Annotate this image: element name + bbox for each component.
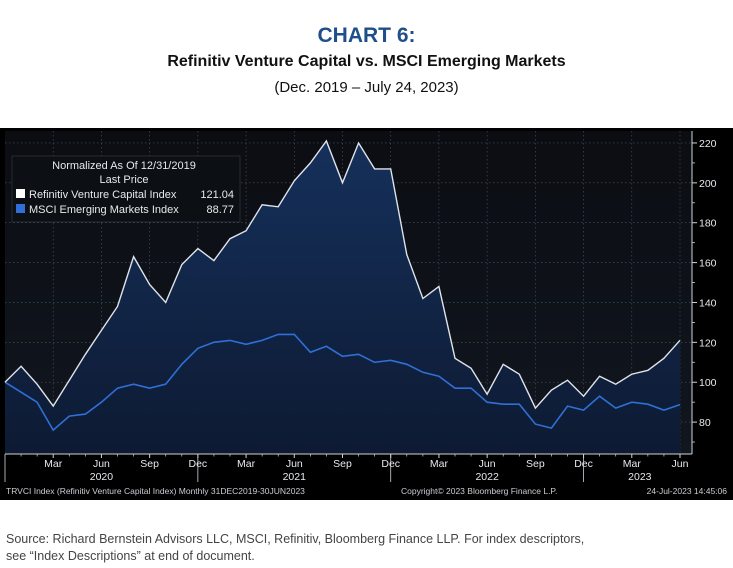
y-tick-label: 80	[699, 417, 711, 429]
y-tick-label: 220	[699, 138, 717, 150]
footer-center: Copyright© 2023 Bloomberg Finance L.P.	[401, 486, 557, 496]
x-tick-label: Jun	[672, 458, 689, 470]
y-tick-label: 180	[699, 218, 717, 230]
x-tick-label: Jun	[479, 458, 496, 470]
y-tick-label: 200	[699, 178, 717, 190]
x-year-label: 2022	[475, 471, 499, 483]
x-tick-label: Mar	[237, 458, 256, 470]
footer-left: TRVCI Index (Refinitiv Venture Capital I…	[6, 486, 305, 496]
legend-box	[11, 155, 241, 223]
legend-vc-name: Refinitiv Venture Capital Index	[29, 189, 177, 201]
x-tick-label: Mar	[44, 458, 63, 470]
x-axis-year-labels: 2020 2021 2022 2023	[4, 454, 652, 483]
chart-number: CHART 6:	[317, 24, 416, 47]
em-series-line	[4, 333, 681, 432]
x-year-label: 2020	[90, 471, 114, 483]
x-tick-label: Jun	[93, 458, 110, 470]
x-tick-label: Sep	[526, 458, 545, 470]
source-note: Source: Richard Bernstein Advisors LLC, …	[6, 532, 585, 563]
y-tick-label: 140	[699, 297, 717, 309]
legend-swatch-em	[16, 204, 25, 213]
x-tick-label: Mar	[430, 458, 449, 470]
vc-area-fill	[5, 141, 680, 454]
chart-title: Refinitiv Venture Capital vs. MSCI Emerg…	[167, 53, 566, 70]
legend: Normalized As Of 12/31/2019 Last Price R…	[11, 155, 241, 223]
legend-last-price-label: Last Price	[100, 174, 149, 186]
y-axis-ticks: 80 100 120 140 160 180 200 220	[692, 138, 717, 443]
legend-normalized-label: Normalized As Of 12/31/2019	[52, 160, 196, 172]
x-year-label: 2023	[628, 471, 652, 483]
x-tick-label: Sep	[140, 458, 159, 470]
legend-em-name: MSCI Emerging Markets Index	[29, 204, 179, 216]
footer-right: 24-Jul-2023 14:45:06	[647, 486, 728, 496]
legend-swatch-vc	[16, 189, 25, 198]
chart-date-range: (Dec. 2019 – July 24, 2023)	[274, 79, 459, 96]
x-tick-label: Sep	[333, 458, 352, 470]
legend-vc-value: 121.04	[200, 189, 234, 201]
chart-panel: 80 100 120 140 160 180 200 220 Mar Jun Sep Dec Mar J…	[0, 128, 733, 500]
x-tick-label: Mar	[623, 458, 642, 470]
y-tick-label: 120	[699, 337, 717, 349]
vc-series-line	[4, 139, 681, 410]
x-tick-label: Jun	[286, 458, 303, 470]
x-year-label: 2021	[283, 471, 307, 483]
y-tick-label: 100	[699, 377, 717, 389]
legend-em-value: 88.77	[206, 204, 234, 216]
y-tick-label: 160	[699, 258, 717, 270]
